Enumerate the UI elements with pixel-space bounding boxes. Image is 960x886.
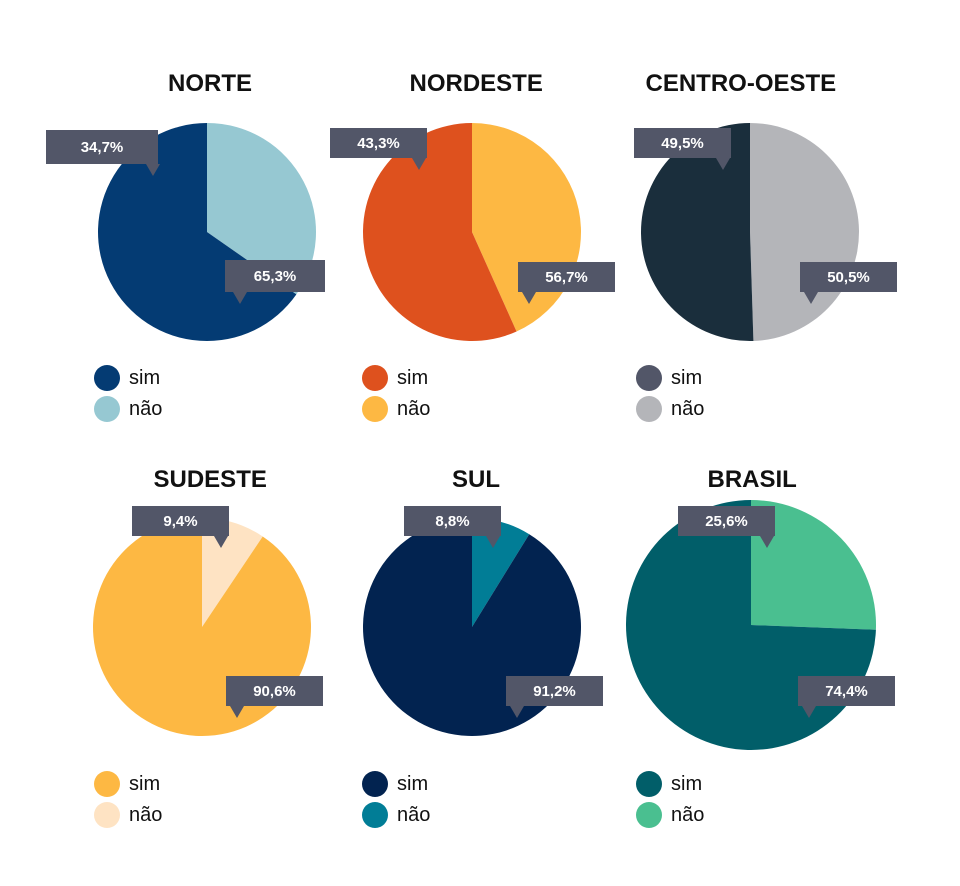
data-label: 74,4% (798, 676, 895, 706)
legend-item: sim (94, 365, 160, 391)
legend-label: sim (397, 366, 429, 389)
callout-pointer (802, 706, 816, 718)
data-label: 34,7% (46, 130, 158, 164)
chart-title: BRASIL (707, 466, 797, 493)
data-label: 43,3% (330, 128, 427, 158)
legend-item: sim (362, 365, 428, 391)
legend-label: não (671, 803, 705, 826)
legend-label: sim (671, 772, 703, 795)
pie-slice-sim (362, 123, 517, 341)
legend-label: sim (129, 772, 161, 795)
data-label: 56,7% (518, 262, 615, 292)
legend-swatch (362, 771, 388, 797)
legend-item: não (362, 802, 430, 828)
legend-label: não (397, 803, 431, 826)
legend-swatch (636, 771, 662, 797)
callout-pointer (760, 536, 774, 548)
chart-title: NORDESTE (409, 70, 543, 97)
legend-item: sim (94, 771, 160, 797)
callout-pointer (412, 158, 426, 170)
legend-label: sim (397, 772, 429, 795)
legend-item: não (636, 396, 704, 422)
legend-swatch (362, 802, 388, 828)
legend-label: não (129, 397, 163, 420)
chart-title: SUDESTE (153, 466, 267, 493)
legend-item: não (636, 802, 704, 828)
data-label: 91,2% (506, 676, 603, 706)
data-label: 90,6% (226, 676, 323, 706)
legend-item: não (94, 802, 162, 828)
callout-pointer (510, 706, 524, 718)
legend-swatch (94, 802, 120, 828)
pie-slice-nao (750, 123, 859, 341)
callout-pointer (233, 292, 247, 304)
pie-slice-nao (751, 500, 876, 630)
pie-slice-sim (640, 123, 754, 341)
callout-pointer (804, 292, 818, 304)
legend-label: não (671, 397, 705, 420)
chart-title: SUL (452, 466, 500, 493)
callout-pointer (486, 536, 500, 548)
legend-swatch (94, 771, 120, 797)
legend-swatch (94, 365, 120, 391)
legend-swatch (362, 396, 388, 422)
data-label: 25,6% (678, 506, 775, 536)
legend-swatch (636, 802, 662, 828)
data-label: 8,8% (404, 506, 501, 536)
data-label: 49,5% (634, 128, 731, 158)
data-label: 65,3% (225, 260, 325, 292)
callout-pointer (716, 158, 730, 170)
chart-title: CENTRO-OESTE (645, 70, 837, 97)
pie-chart (626, 500, 876, 750)
legend-item: sim (636, 365, 702, 391)
legend-swatch (362, 365, 388, 391)
legend-label: não (129, 803, 163, 826)
pie-slice-nao (207, 123, 316, 295)
callout-pointer (522, 292, 536, 304)
legend-item: não (94, 396, 162, 422)
legend-swatch (636, 365, 662, 391)
legend-label: sim (129, 366, 161, 389)
callout-pointer (146, 164, 160, 176)
legend-swatch (636, 396, 662, 422)
legend-item: não (362, 396, 430, 422)
chart-title: NORTE (168, 70, 252, 97)
callout-pointer (230, 706, 244, 718)
legend-swatch (94, 396, 120, 422)
legend-item: sim (362, 771, 428, 797)
data-label: 50,5% (800, 262, 897, 292)
legend-item: sim (636, 771, 702, 797)
legend-label: não (397, 397, 431, 420)
callout-pointer (214, 536, 228, 548)
legend-label: sim (671, 366, 703, 389)
data-label: 9,4% (132, 506, 229, 536)
